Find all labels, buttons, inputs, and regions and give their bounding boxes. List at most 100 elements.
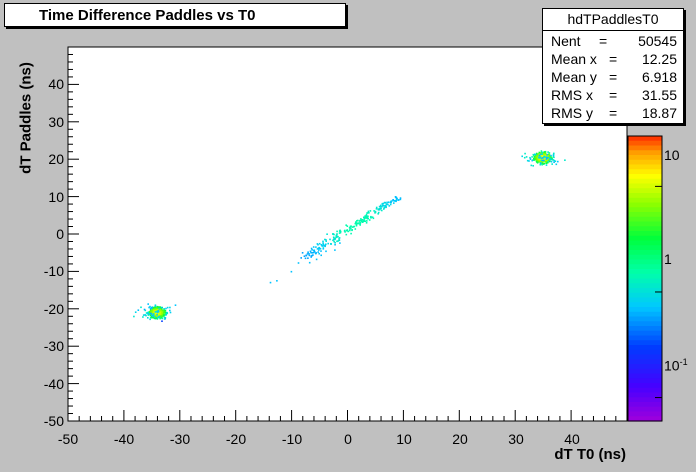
- heatmap-cell: [347, 230, 349, 233]
- heatmap-cell: [548, 157, 551, 159]
- heatmap-cell: [371, 216, 374, 218]
- heatmap-cell: [160, 310, 163, 313]
- x-tick-label: -40: [113, 431, 135, 447]
- heatmap-cell: [551, 158, 553, 161]
- heatmap-cell: [537, 156, 540, 159]
- palette-band: [628, 235, 662, 242]
- heatmap-cell: [381, 205, 383, 208]
- heatmap-cell: [312, 246, 315, 248]
- heatmap-cell: [161, 314, 163, 317]
- heatmap-cell: [336, 233, 338, 235]
- heatmap-cell: [365, 215, 367, 217]
- heatmap-cell: [322, 240, 324, 243]
- palette-band: [628, 269, 662, 275]
- heatmap-cell: [334, 241, 336, 244]
- x-tick-label: 30: [508, 431, 524, 447]
- heatmap-cell: [387, 203, 389, 206]
- heatmap-cell: [360, 219, 363, 222]
- heatmap-cell: [353, 225, 356, 228]
- palette-band: [628, 283, 662, 289]
- heatmap-cell: [393, 200, 395, 202]
- histogram-title: Time Difference Paddles vs T0: [39, 7, 256, 24]
- x-tick-label: 10: [396, 431, 412, 447]
- heatmap-cell: [311, 252, 313, 254]
- heatmap-cell: [335, 236, 337, 239]
- heatmap-cell: [142, 314, 145, 316]
- palette-band: [628, 169, 662, 175]
- heatmap-cell: [534, 153, 537, 156]
- heatmap-cell: [542, 157, 544, 159]
- heatmap-cell: [158, 315, 161, 318]
- heatmap-cell: [151, 309, 153, 312]
- heatmap-cell: [553, 156, 555, 159]
- heatmap-cell: [355, 222, 358, 224]
- heatmap-cell: [338, 230, 341, 232]
- heatmap-cell: [311, 254, 313, 257]
- heatmap-cell: [133, 315, 135, 318]
- palette-band: [628, 392, 662, 398]
- heatmap-cell: [543, 155, 545, 158]
- heatmap-cell: [534, 158, 537, 160]
- palette-band: [628, 155, 662, 161]
- heatmap-cell: [538, 151, 541, 154]
- palette-band: [628, 183, 662, 189]
- heatmap-cell: [336, 234, 338, 236]
- heatmap-cell: [325, 250, 327, 253]
- heatmap-cell: [549, 157, 552, 160]
- heatmap-cell: [290, 270, 293, 273]
- heatmap-cell: [166, 311, 168, 314]
- heatmap-cell: [385, 206, 387, 209]
- palette-band: [628, 397, 662, 403]
- heatmap-cell: [163, 318, 166, 320]
- heatmap-cell: [320, 244, 323, 246]
- heatmap-cell: [538, 158, 541, 161]
- x-axis: [67, 410, 628, 421]
- heatmap-cell: [350, 232, 352, 235]
- heatmap-cell: [564, 159, 566, 161]
- heatmap-cell: [345, 233, 348, 236]
- palette-frame: [627, 135, 663, 422]
- heatmap-cell: [538, 154, 541, 157]
- heatmap-cell: [529, 156, 531, 159]
- heatmap-cell: [546, 157, 548, 159]
- heatmap-cell: [339, 230, 342, 233]
- heatmap-cell: [163, 308, 165, 310]
- y-tick-label: 30: [48, 114, 64, 130]
- heatmap-cell: [160, 315, 162, 318]
- heatmap-cell: [547, 161, 549, 164]
- heatmap-cell: [149, 318, 151, 321]
- y-tick-label: 0: [56, 226, 64, 242]
- heatmap-cell: [148, 306, 150, 309]
- heatmap-cell: [162, 309, 164, 312]
- heatmap-cell: [536, 158, 539, 160]
- heatmap-cell: [368, 212, 370, 214]
- heatmap-cell: [343, 230, 346, 232]
- heatmap-cell: [153, 314, 156, 317]
- palette-band: [628, 378, 662, 384]
- heatmap-cell: [153, 308, 156, 311]
- palette-band: [628, 145, 662, 151]
- heatmap-cell: [557, 160, 559, 163]
- heatmap-cell: [530, 164, 533, 167]
- heatmap-cell: [309, 250, 312, 253]
- color-palette: [627, 135, 663, 422]
- stats-value: 50545: [638, 33, 677, 49]
- palette-band: [628, 354, 662, 360]
- heatmap-cell: [322, 248, 325, 250]
- heatmap-cell: [336, 240, 338, 243]
- heatmap-cell: [162, 315, 165, 317]
- heatmap-cell: [538, 159, 541, 162]
- heatmap-cell: [352, 226, 354, 228]
- heatmap-cell: [546, 159, 548, 161]
- palette-band: [628, 307, 662, 313]
- heatmap-cell: [276, 280, 278, 282]
- palette-band: [628, 240, 662, 246]
- heatmap-cell: [318, 249, 320, 251]
- heatmap-cell: [541, 153, 543, 155]
- heatmap-cell: [547, 157, 550, 159]
- heatmap-cell: [390, 201, 392, 204]
- heatmap-cell: [544, 153, 546, 156]
- heatmap-cell: [322, 242, 324, 244]
- heatmap-cell: [543, 162, 546, 165]
- palette-band: [628, 216, 662, 223]
